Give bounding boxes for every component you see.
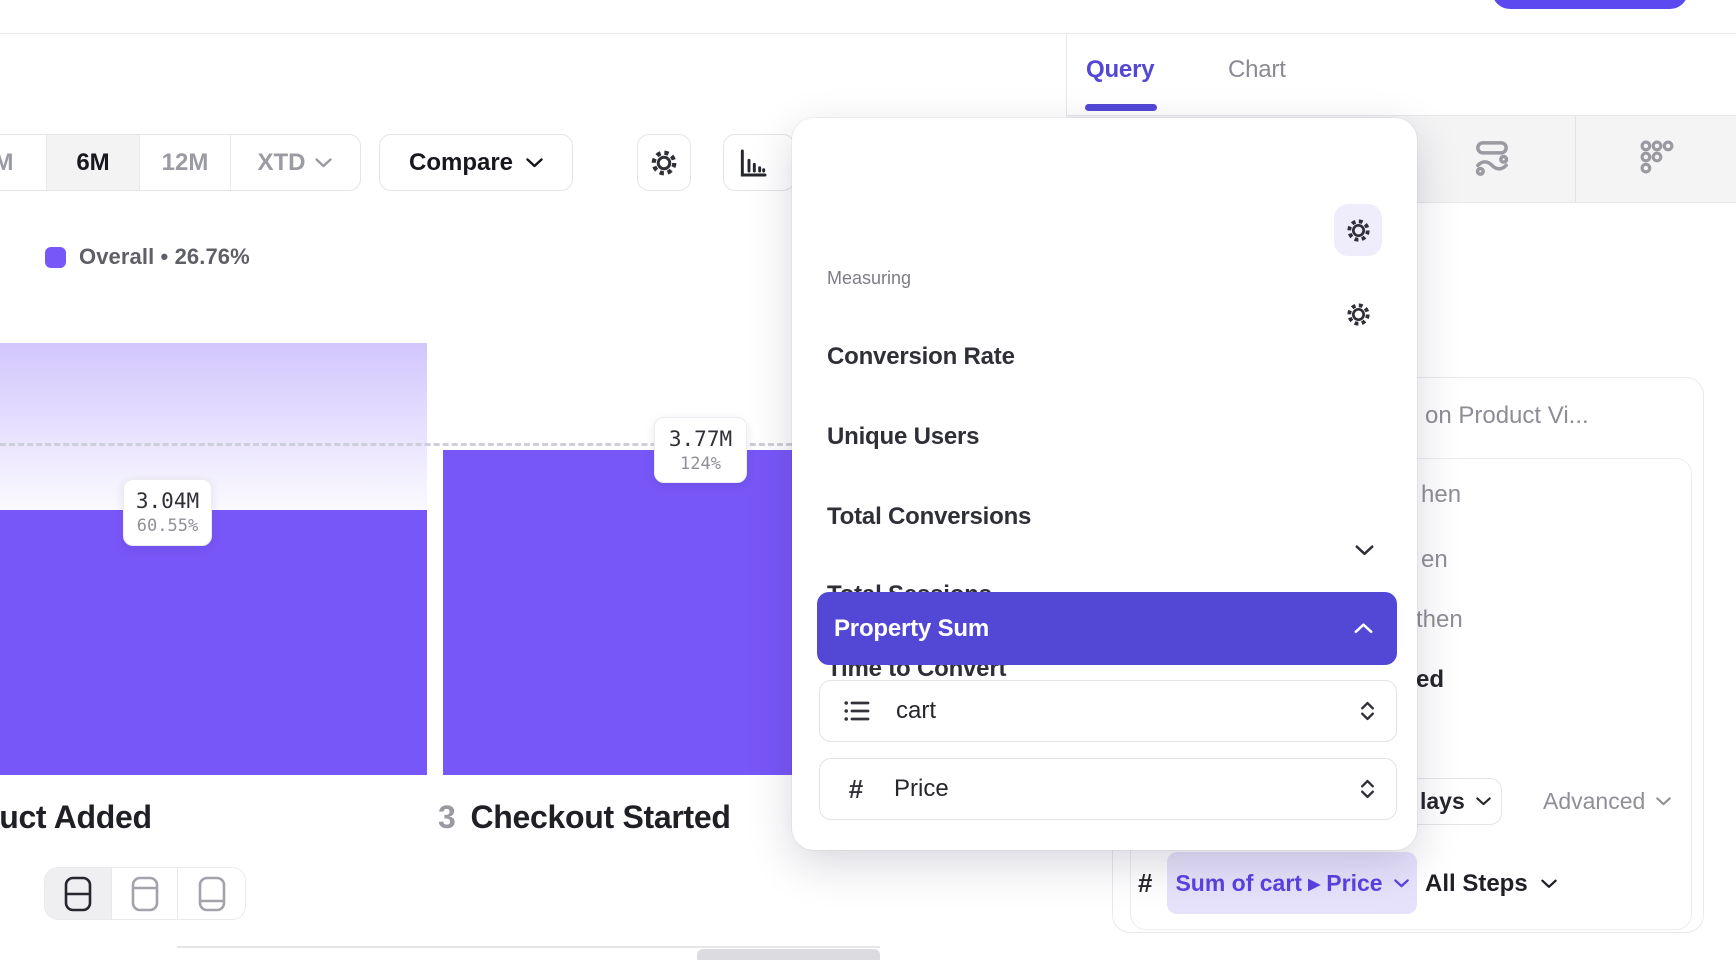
number-property-icon: # [848,773,864,804]
tab-query[interactable]: Query [1086,56,1155,83]
chevron-down-icon [1540,879,1557,888]
date-range-control: M 6M 12M XTD [0,134,361,191]
flows-icon[interactable] [1468,133,1516,181]
step2-percent: 60.55% [136,516,199,536]
advanced-button[interactable]: Advanced [1543,788,1672,815]
apps-grid-icon[interactable] [1634,134,1680,180]
selected-property-value: Price [894,775,949,802]
menu-item-unique-users[interactable]: Unique Users [827,423,980,450]
funnel-bar-step2[interactable] [0,510,427,775]
step3-value: 3.77M [668,426,733,451]
step-number: 3 [438,799,456,835]
chevron-up-icon [1354,623,1373,634]
chevron-down-icon [1393,878,1409,887]
measurement-type-icon: # [1138,868,1153,898]
active-tab-underline [1085,104,1157,111]
layout-split-bottom-button[interactable] [178,868,245,919]
property-event-selector[interactable]: cart [819,680,1397,742]
step2-value: 3.04M [135,489,200,513]
range-6m-button[interactable]: 6M [47,135,140,190]
compare-label: Compare [408,148,514,176]
menu-item-conversion-rate[interactable]: Conversion Rate [827,343,1015,370]
funnel-value-badge-step2[interactable]: 3.04M 60.55% [123,479,212,546]
legend-swatch-overall [45,246,66,268]
panel-divider [1066,33,1067,115]
step-row-fragment: hen [1421,481,1462,508]
range-12m-button[interactable]: 12M [140,135,231,190]
step-label-checkout-started: 3 Checkout Started [438,799,731,836]
measuring-dropdown: Measuring Conversion Rate Unique Users T… [792,118,1417,850]
all-steps-label: All Steps [1425,870,1528,897]
primary-cta-button[interactable] [1492,0,1688,9]
chevron-down-icon [1355,545,1374,556]
layout-split-top-icon [131,876,158,911]
advanced-label: Advanced [1543,788,1646,814]
conversion-window-label: lays [1420,788,1465,814]
menu-item-property-sum-selected[interactable]: Property Sum [817,592,1397,665]
bar-chart-view-button[interactable] [723,134,795,191]
all-steps-dropdown[interactable]: All Steps [1425,870,1557,898]
layout-split-top-button[interactable] [111,868,179,919]
list-icon [844,701,870,721]
property-sum-label: Property Sum [834,614,989,642]
chart-settings-button[interactable] [637,134,691,191]
chevron-down-icon [314,157,332,167]
property-selector[interactable]: # Price [819,758,1397,820]
chevron-down-icon [1656,797,1672,806]
layout-toggle-group [44,867,246,920]
measurement-chip-label: Sum of cart ▸ Price [1175,869,1383,896]
chevron-down-icon [1476,797,1491,806]
query-card-title: on Product Vi... [1425,402,1589,429]
step3-percent: 124% [680,453,721,474]
gear-icon [1346,302,1370,326]
range-xtd-label: XTD [257,148,306,176]
funnel-ghost-bar-step2 [0,343,427,510]
unique-users-settings-button[interactable] [1334,288,1382,340]
toolbar-divider [1575,116,1576,202]
measuring-title: Measuring [827,268,912,288]
selected-event-value: cart [896,697,937,724]
layout-split-middle-button[interactable] [45,868,112,919]
layout-split-bottom-icon [198,876,225,911]
step-label-product-added: 2 Product Added [0,799,152,836]
legend-series-name: Overall [79,244,155,269]
funnel-value-badge-step3[interactable]: 3.77M 124% [654,417,747,483]
top-divider [0,33,1736,34]
time-to-convert-expand-button[interactable] [1355,545,1374,556]
conversion-rate-settings-button[interactable] [1334,204,1382,256]
gear-icon [651,150,677,175]
step-name: Product Added [0,799,152,835]
legend-conversion-value: 26.76% [174,244,250,269]
bar-chart-icon [740,149,767,176]
range-3m-button[interactable]: M [0,135,47,190]
bottom-divider [177,946,880,948]
gear-icon [1346,218,1370,242]
legend: Overall • 26.76% [45,244,250,270]
funnel-reference-dashed-line [0,443,792,446]
compare-button[interactable]: Compare [379,134,573,191]
menu-item-total-conversions[interactable]: Total Conversions [827,503,1032,530]
scrollbar-thumb[interactable] [697,949,880,960]
range-xtd-button[interactable]: XTD [231,135,358,190]
legend-label: Overall • 26.76% [79,244,250,270]
tab-chart[interactable]: Chart [1228,56,1286,83]
step-row-fragment: en [1421,546,1448,573]
layout-split-middle-icon [64,876,92,911]
step-name: Checkout Started [470,799,731,835]
measurement-chip-button[interactable]: Sum of cart ▸ Price [1167,852,1417,914]
chevron-down-icon [526,157,543,167]
step-row-fragment: then [1416,606,1463,633]
select-updown-icon [1361,701,1374,721]
select-updown-icon [1361,779,1374,799]
legend-separator: • [160,244,169,269]
